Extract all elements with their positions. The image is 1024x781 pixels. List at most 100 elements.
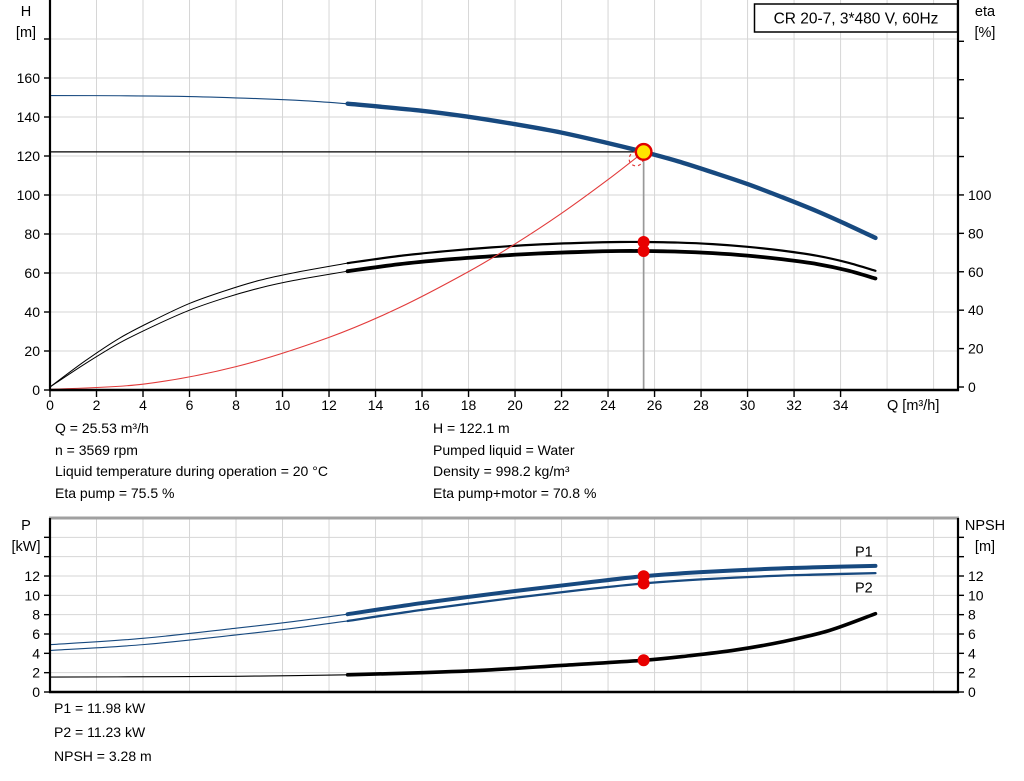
svg-text:12: 12 bbox=[968, 568, 984, 584]
svg-text:10: 10 bbox=[24, 587, 40, 603]
svg-text:34: 34 bbox=[833, 397, 849, 413]
svg-text:6: 6 bbox=[968, 626, 976, 642]
svg-text:4: 4 bbox=[139, 397, 147, 413]
svg-text:22: 22 bbox=[554, 397, 570, 413]
svg-text:32: 32 bbox=[786, 397, 802, 413]
markers-hq bbox=[628, 142, 653, 258]
svg-text:[kW]: [kW] bbox=[12, 539, 41, 555]
eta-pump-motor bbox=[345, 249, 878, 281]
y-left-axis-title: H bbox=[21, 4, 31, 20]
svg-text:0: 0 bbox=[968, 379, 976, 395]
svg-text:16: 16 bbox=[414, 397, 430, 413]
axes-power-npsh bbox=[48, 516, 960, 694]
pump-title-text: CR 20-7, 3*480 V, 60Hz bbox=[774, 11, 939, 28]
pump-curve-thin bbox=[49, 95, 349, 105]
grid-hq bbox=[50, 0, 958, 390]
grid-power-npsh bbox=[50, 518, 958, 692]
svg-text:2: 2 bbox=[32, 665, 40, 681]
svg-text:60: 60 bbox=[24, 265, 40, 281]
svg-text:2: 2 bbox=[93, 397, 101, 413]
info-n: n = 3569 rpm bbox=[55, 441, 138, 458]
svg-text:10: 10 bbox=[275, 397, 291, 413]
duty-info-left-column: Q = 25.53 m³/h n = 3569 rpm Liquid tempe… bbox=[55, 418, 328, 505]
svg-text:26: 26 bbox=[647, 397, 663, 413]
svg-text:[m]: [m] bbox=[16, 25, 36, 41]
svg-text:20: 20 bbox=[968, 341, 984, 357]
svg-text:30: 30 bbox=[740, 397, 756, 413]
svg-text:[m]: [m] bbox=[975, 539, 995, 555]
p1-label: P1 bbox=[855, 544, 873, 560]
tick-labels-power-npsh: 0 2 4 6 8 10 12 0 2 4 6 8 10 12 bbox=[24, 536, 984, 700]
duty-info-right-column: H = 122.1 m Pumped liquid = Water Densit… bbox=[433, 418, 596, 505]
svg-text:80: 80 bbox=[24, 226, 40, 242]
svg-text:28: 28 bbox=[693, 397, 709, 413]
eta-pump bbox=[346, 240, 877, 272]
info-p1: P1 = 11.98 kW bbox=[54, 700, 146, 716]
p2-curve-thin bbox=[49, 620, 349, 651]
eta-pump-motor-dot bbox=[637, 245, 650, 258]
svg-text:120: 120 bbox=[17, 148, 41, 164]
svg-text:40: 40 bbox=[968, 302, 984, 318]
svg-text:10: 10 bbox=[968, 587, 984, 603]
eta-pump-thin bbox=[49, 262, 349, 388]
svg-text:14: 14 bbox=[368, 397, 384, 413]
svg-text:8: 8 bbox=[232, 397, 240, 413]
svg-text:4: 4 bbox=[32, 645, 40, 661]
svg-text:18: 18 bbox=[461, 397, 477, 413]
pump-title-box: CR 20-7, 3*480 V, 60Hz bbox=[753, 3, 959, 33]
series-power-npsh bbox=[49, 563, 878, 678]
duty-point-marker[interactable] bbox=[634, 142, 653, 161]
npsh-curve-thin bbox=[49, 674, 349, 678]
axis-titles-hq: H [m] eta [%] Q [m³/h] bbox=[16, 4, 996, 414]
system-curve bbox=[49, 151, 645, 390]
duty-point-crosshair bbox=[50, 151, 645, 389]
info-h: H = 122.1 m bbox=[433, 420, 510, 436]
info-eta-pump-motor: Eta pump+motor = 70.8 % bbox=[433, 485, 597, 502]
svg-text:0: 0 bbox=[32, 382, 40, 398]
svg-text:40: 40 bbox=[24, 304, 40, 320]
p2-dot bbox=[637, 577, 650, 590]
svg-text:60: 60 bbox=[968, 264, 984, 280]
info-q: Q = 25.53 m³/h bbox=[55, 420, 149, 436]
svg-text:0: 0 bbox=[968, 684, 976, 700]
svg-text:12: 12 bbox=[321, 397, 337, 413]
svg-text:160: 160 bbox=[17, 70, 41, 86]
svg-text:8: 8 bbox=[32, 607, 40, 623]
p1-curve-thin bbox=[49, 613, 349, 646]
npsh-curve bbox=[345, 611, 878, 677]
info-pumped-liquid: Pumped liquid = Water bbox=[433, 441, 575, 458]
svg-text:20: 20 bbox=[24, 343, 40, 359]
npsh-dot bbox=[637, 654, 650, 667]
power-npsh-info-column: P1 = 11.98 kW P2 = 11.23 kW NPSH = 3.28 … bbox=[54, 696, 152, 769]
info-p2: P2 = 11.23 kW bbox=[54, 724, 146, 741]
svg-text:100: 100 bbox=[968, 187, 992, 203]
eta-pump-motor-thin bbox=[49, 270, 349, 388]
series-hq bbox=[49, 95, 878, 390]
svg-text:100: 100 bbox=[17, 187, 41, 203]
svg-text:140: 140 bbox=[17, 109, 41, 125]
x-axis-title: Q [m³/h] bbox=[887, 398, 939, 414]
info-density: Density = 998.2 kg/m³ bbox=[433, 463, 570, 480]
eta-pump-dot bbox=[637, 235, 650, 248]
svg-text:6: 6 bbox=[186, 397, 194, 413]
p1-curve bbox=[345, 563, 878, 617]
svg-text:24: 24 bbox=[600, 397, 616, 413]
svg-text:20: 20 bbox=[507, 397, 523, 413]
markers-power-npsh bbox=[637, 570, 650, 667]
svg-text:80: 80 bbox=[968, 225, 984, 241]
axis-titles-power-npsh: P [kW] NPSH [m] bbox=[12, 518, 1006, 555]
y-left-axis-title: P bbox=[21, 518, 31, 534]
info-npsh: NPSH = 3.28 m bbox=[54, 748, 152, 765]
svg-text:0: 0 bbox=[46, 397, 54, 413]
svg-text:12: 12 bbox=[24, 568, 40, 584]
svg-text:[%]: [%] bbox=[975, 25, 996, 41]
pump-curve bbox=[345, 101, 878, 241]
info-eta-pump: Eta pump = 75.5 % bbox=[55, 485, 175, 502]
svg-text:2: 2 bbox=[968, 665, 976, 681]
p2-label: P2 bbox=[855, 581, 873, 597]
info-liquid-temperature: Liquid temperature during operation = 20… bbox=[55, 463, 328, 480]
svg-text:8: 8 bbox=[968, 607, 976, 623]
